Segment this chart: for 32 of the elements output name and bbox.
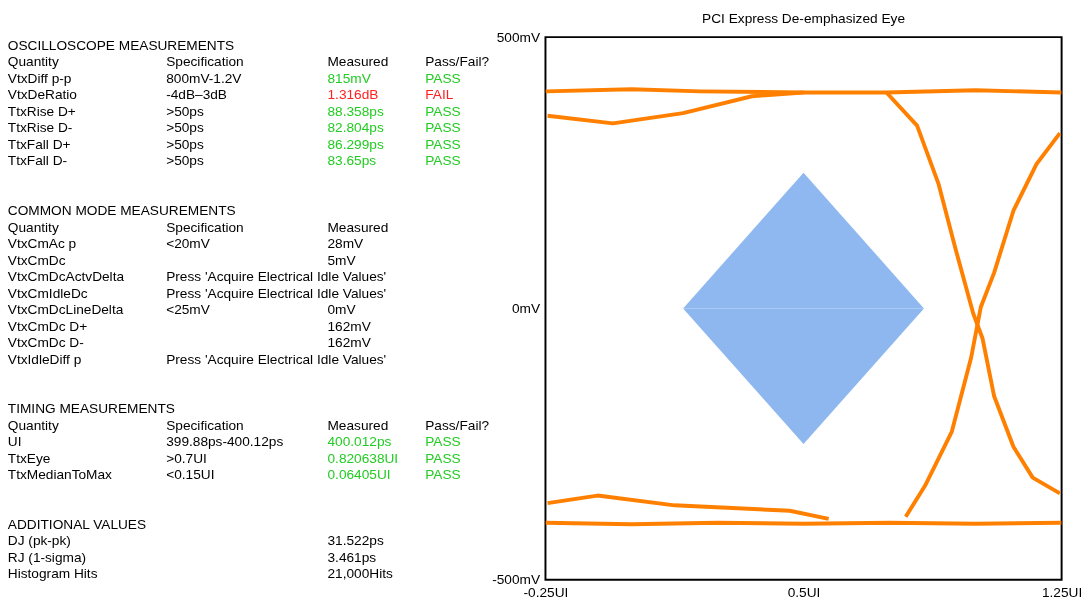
text: Quantity Specification Measured Pass/Fail? [7, 54, 490, 70]
text: DJ (pk-pk) 31.522ps [7, 533, 384, 549]
text: UI 399.88ps-400.12ps 400.012ps PASS [7, 434, 461, 450]
text: Quantity Specification Measured Pass/Fail? [7, 417, 490, 433]
text: TtxEye >0.7UI 0.820638UI PASS [7, 450, 461, 466]
text: TIMING MEASUREMENTS [7, 401, 175, 417]
text: Quantity Specification Measured [7, 219, 389, 235]
text: Histogram Hits 21,000Hits [7, 566, 393, 582]
text: TtxFall D+ >50ps 86.299ps PASS [7, 136, 461, 152]
text: TtxRise D- >50ps 82.804ps PASS [7, 120, 461, 136]
chart-title: PCI Express De-emphasized Eye [702, 11, 905, 27]
text: VtxCmDc D+ 162mV [7, 318, 371, 334]
text: ADDITIONAL VALUES [7, 516, 147, 532]
text: COMMON MODE MEASUREMENTS [7, 203, 236, 219]
text: VtxIdleDiff p Press 'Acquire Electrical Idle Values' [7, 351, 387, 367]
x-tick-label: 1.25UI [1041, 584, 1083, 600]
text: VtxCmDc 5mV [7, 252, 356, 268]
text: VtxDeRatio -4dB–3dB 1.316dB FAIL [7, 87, 454, 103]
y-tick-label: 500mV [496, 29, 541, 45]
text: VtxCmDc D- 162mV [7, 335, 371, 351]
text: VtxCmAc p <20mV 28mV [7, 236, 364, 252]
text: VtxDiff p-p 800mV-1.2V 815mV PASS [7, 70, 461, 86]
text: TtxRise D+ >50ps 88.358ps PASS [7, 103, 461, 119]
text: VtxCmDcActvDelta Press 'Acquire Electrical Idle Values' [7, 269, 387, 285]
text: TtxFall D- >50ps 83.65ps PASS [7, 153, 461, 169]
text: TtxMedianToMax <0.15UI 0.06405UI PASS [7, 467, 461, 483]
x-tick-label: 0.5UI [787, 584, 821, 600]
text: RJ (1-sigma) 3.461ps [7, 549, 377, 565]
y-tick-label: 0mV [511, 300, 541, 316]
text: OSCILLOSCOPE MEASUREMENTS [7, 37, 235, 53]
text: VtxCmIdleDc Press 'Acquire Electrical Idle Values' [7, 285, 387, 301]
text: VtxCmDcLineDelta <25mV 0mV [7, 302, 356, 318]
